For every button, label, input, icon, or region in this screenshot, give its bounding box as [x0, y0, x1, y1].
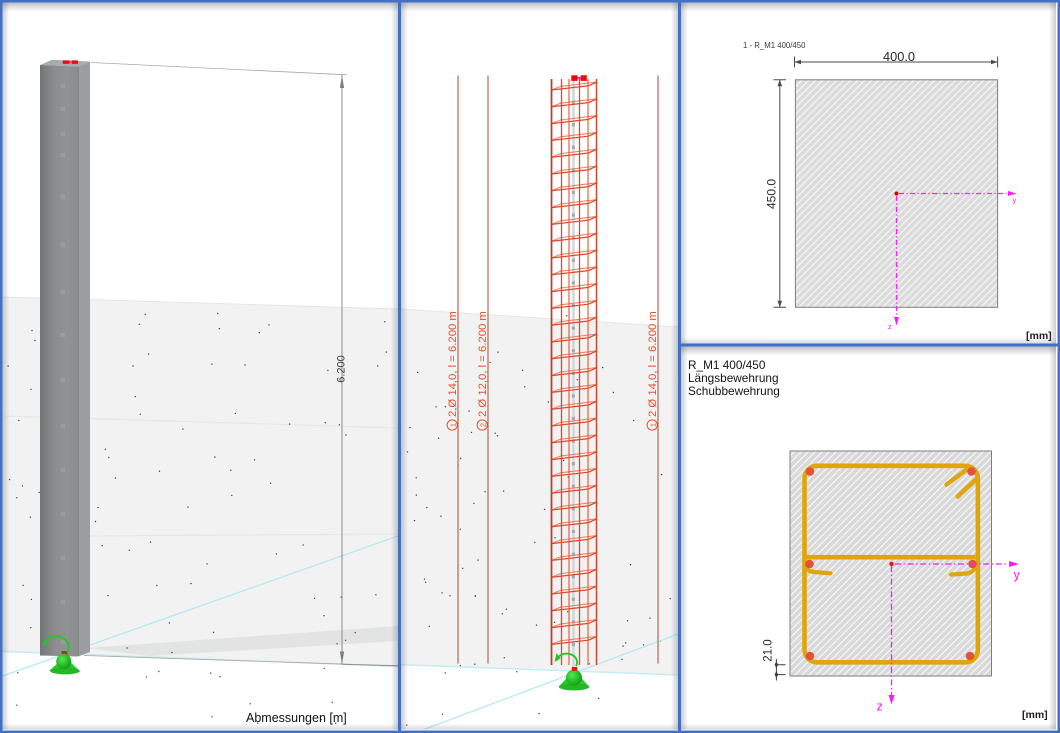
svg-text:6.200: 6.200 — [336, 355, 348, 383]
svg-text:Längsbewehrung: Längsbewehrung — [688, 371, 779, 385]
svg-text:R_M1 400/450: R_M1 400/450 — [688, 358, 766, 372]
svg-text:y: y — [1014, 568, 1021, 582]
svg-text:Schubbewehrung: Schubbewehrung — [688, 384, 780, 398]
svg-text:1 - R_M1 400/450: 1 - R_M1 400/450 — [743, 41, 806, 50]
svg-text:y: y — [1013, 196, 1017, 205]
svg-text:21.0: 21.0 — [763, 639, 775, 661]
svg-text:Abmessungen [m]: Abmessungen [m] — [246, 711, 347, 725]
svg-text:400.0: 400.0 — [883, 49, 915, 64]
svg-text:450.0: 450.0 — [765, 179, 779, 209]
svg-text:1: 1 — [448, 423, 457, 427]
svg-text:2 Ø 14,0, l = 6.200 m: 2 Ø 14,0, l = 6.200 m — [447, 311, 459, 417]
svg-text:2 Ø 12,0, l = 6.200 m: 2 Ø 12,0, l = 6.200 m — [477, 311, 489, 417]
svg-text:1: 1 — [648, 423, 657, 427]
svg-text:2: 2 — [478, 423, 487, 427]
svg-text:2 Ø 14,0, l = 6.200 m: 2 Ø 14,0, l = 6.200 m — [647, 311, 659, 417]
svg-text:[mm]: [mm] — [1022, 709, 1048, 721]
svg-text:z: z — [877, 700, 883, 714]
svg-text:z: z — [888, 322, 892, 331]
